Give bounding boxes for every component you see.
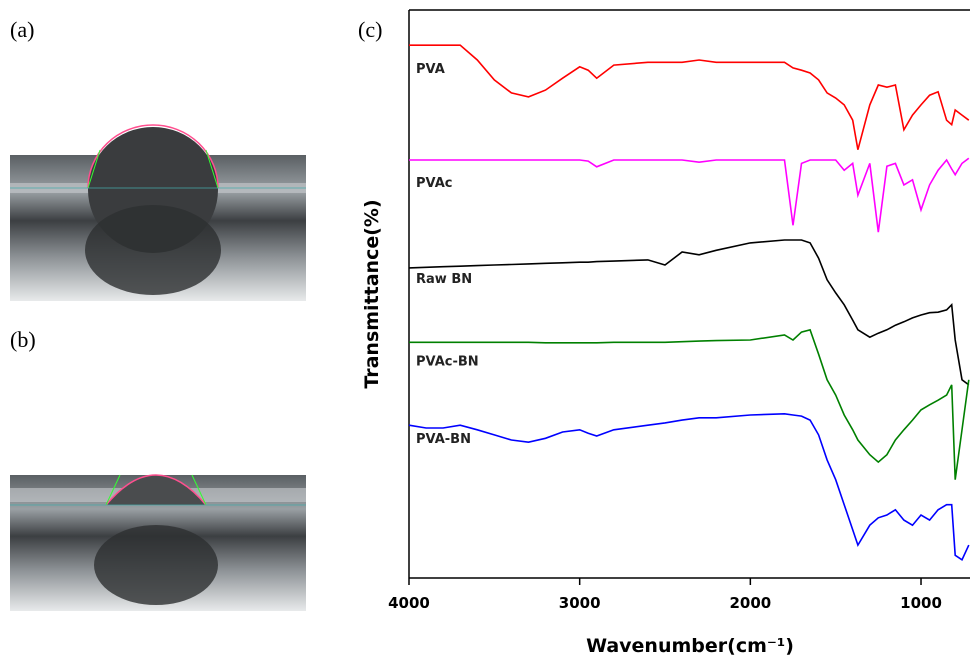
spectrum-line: [409, 328, 970, 480]
spectrum-line: [408, 239, 970, 386]
series-label: PVAc: [416, 176, 452, 191]
x-tick-label: 2000: [729, 594, 771, 612]
series-label: PVA: [416, 62, 445, 77]
panel-label: (a): [10, 17, 34, 42]
panel-label: (c): [358, 17, 382, 42]
series-label: Raw BN: [416, 272, 472, 287]
spectrum-line: [409, 157, 970, 233]
x-tick-label: 1000: [900, 594, 942, 612]
x-axis-label: Wavenumber(cm⁻¹): [586, 635, 794, 657]
x-tick-label: 4000: [388, 594, 430, 612]
droplet-photo: [10, 474, 306, 611]
y-axis-label: Transmittance(%): [361, 199, 383, 388]
panel-label: (b): [10, 327, 36, 352]
x-tick-label: 3000: [559, 594, 601, 612]
spectrum-line: [409, 44, 970, 150]
series-label: PVA-BN: [416, 432, 471, 447]
spectrum-line: [408, 412, 970, 561]
droplet-photo: [10, 124, 306, 301]
series-label: PVAc-BN: [416, 354, 479, 369]
